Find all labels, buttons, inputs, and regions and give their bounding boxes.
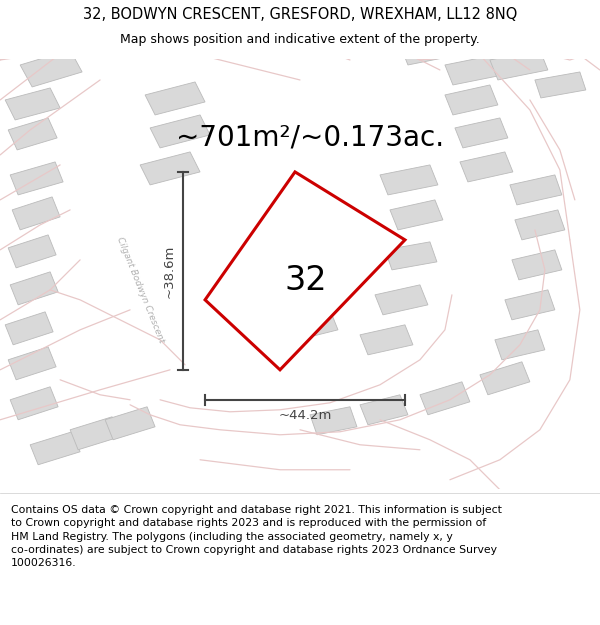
Polygon shape (15, 15, 80, 55)
Polygon shape (512, 250, 562, 280)
Polygon shape (480, 362, 530, 395)
Polygon shape (10, 162, 63, 195)
Text: Map shows position and indicative extent of the property.: Map shows position and indicative extent… (120, 34, 480, 46)
Polygon shape (400, 35, 458, 65)
Polygon shape (290, 310, 338, 340)
Bar (0, 0, 600, 59)
Polygon shape (455, 118, 508, 148)
Polygon shape (360, 325, 413, 355)
Polygon shape (445, 55, 503, 85)
Polygon shape (20, 50, 82, 87)
Polygon shape (12, 197, 60, 230)
Polygon shape (5, 312, 53, 345)
Polygon shape (310, 407, 357, 435)
Polygon shape (145, 82, 205, 115)
Polygon shape (10, 272, 58, 305)
Text: Contains OS data © Crown copyright and database right 2021. This information is : Contains OS data © Crown copyright and d… (11, 505, 502, 568)
Polygon shape (510, 175, 562, 205)
Text: ~44.2m: ~44.2m (278, 409, 332, 422)
Polygon shape (360, 395, 408, 425)
Polygon shape (10, 387, 58, 420)
Polygon shape (390, 200, 443, 230)
Polygon shape (490, 50, 548, 80)
Polygon shape (535, 72, 586, 98)
Polygon shape (105, 407, 155, 440)
Polygon shape (515, 210, 565, 240)
Polygon shape (420, 382, 470, 415)
Polygon shape (505, 290, 555, 320)
Polygon shape (30, 432, 80, 465)
Polygon shape (485, 15, 543, 45)
Polygon shape (460, 152, 513, 182)
Text: ~701m²/~0.173ac.: ~701m²/~0.173ac. (176, 124, 444, 152)
Polygon shape (8, 347, 56, 380)
Polygon shape (8, 235, 56, 268)
Polygon shape (255, 232, 302, 258)
Text: ~38.6m: ~38.6m (163, 244, 176, 298)
Bar (0, 489, 600, 493)
Polygon shape (8, 118, 57, 150)
Polygon shape (445, 85, 498, 115)
Polygon shape (140, 152, 200, 185)
Text: 32, BODWYN CRESCENT, GRESFORD, WREXHAM, LL12 8NQ: 32, BODWYN CRESCENT, GRESFORD, WREXHAM, … (83, 8, 517, 22)
Polygon shape (70, 417, 120, 450)
Polygon shape (150, 115, 210, 148)
Polygon shape (205, 172, 405, 370)
Polygon shape (385, 242, 437, 270)
Polygon shape (255, 285, 303, 315)
Text: 32: 32 (285, 264, 328, 297)
Polygon shape (5, 88, 60, 120)
Polygon shape (495, 330, 545, 360)
Polygon shape (375, 285, 428, 315)
Text: Cilgant Bodwyn Crescent: Cilgant Bodwyn Crescent (115, 236, 166, 344)
Polygon shape (380, 165, 438, 195)
